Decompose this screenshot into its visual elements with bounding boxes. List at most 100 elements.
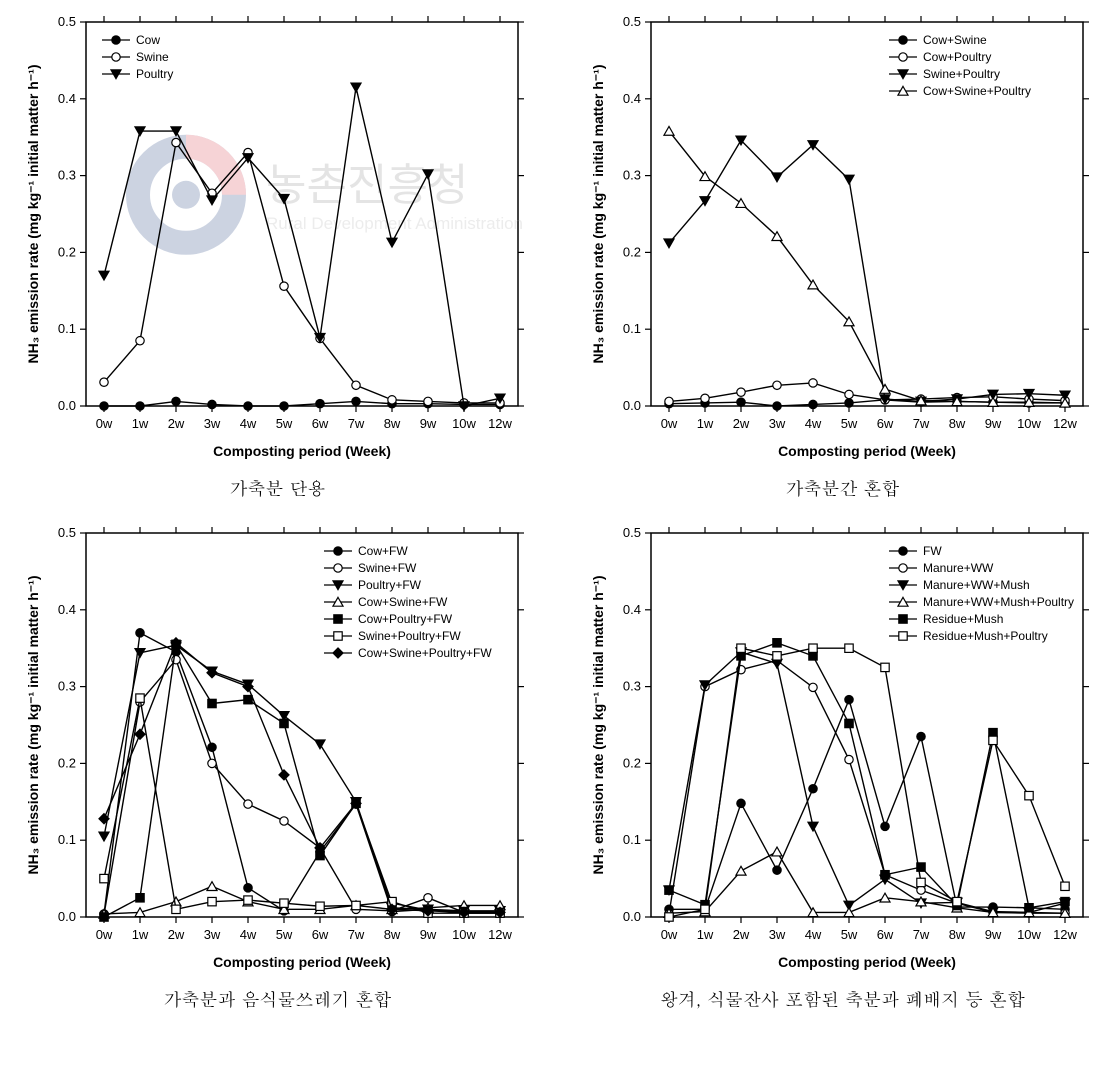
y-axis-label: NH₃ emission rate (mg kg⁻¹ initial matte…: [590, 65, 606, 364]
series-line: [669, 643, 1065, 908]
legend-label: Cow+Swine+FW: [358, 595, 448, 609]
chart-svg: 0.00.10.20.30.40.50w1w2w3w4w5w6w7w8w9w10…: [583, 521, 1100, 981]
ytick-label: 0.4: [57, 602, 75, 617]
xtick-label: 3w: [768, 416, 785, 431]
xtick-label: 3w: [768, 927, 785, 942]
series-line: [104, 643, 500, 913]
chart-svg: 0.00.10.20.30.40.50w1w2w3w4w5w6w7w8w9w10…: [18, 521, 538, 981]
xtick-label: 3w: [203, 927, 220, 942]
series-line: [669, 140, 1065, 401]
xtick-label: 0w: [95, 927, 112, 942]
x-axis-label: Composting period (Week): [213, 954, 391, 970]
xtick-label: 9w: [419, 927, 436, 942]
xtick-label: 12w: [488, 927, 512, 942]
legend-label: Manure+WW+Mush: [923, 578, 1030, 592]
ytick-label: 0.5: [622, 14, 640, 29]
x-axis-label: Composting period (Week): [778, 443, 956, 459]
legend: Cow+SwineCow+PoultrySwine+PoultryCow+Swi…: [889, 33, 1031, 98]
xtick-label: 1w: [696, 927, 713, 942]
ytick-label: 0.5: [622, 525, 640, 540]
series-line: [669, 131, 1065, 403]
panel-caption: 왕겨, 식물잔사 포함된 축분과 폐배지 등 혼합: [660, 987, 1025, 1012]
xtick-label: 3w: [203, 416, 220, 431]
legend-label: Cow+FW: [358, 544, 408, 558]
ytick-label: 0.0: [622, 909, 640, 924]
xtick-label: 1w: [131, 927, 148, 942]
legend-label: Cow+Poultry: [923, 50, 991, 64]
ytick-label: 0.1: [57, 832, 75, 847]
ytick-label: 0.3: [57, 168, 75, 183]
ytick-label: 0.0: [622, 398, 640, 413]
legend-label: Swine+FW: [358, 561, 417, 575]
xtick-label: 5w: [840, 416, 857, 431]
ytick-label: 0.1: [622, 321, 640, 336]
series-line: [669, 652, 1065, 912]
xtick-label: 4w: [239, 416, 256, 431]
chart-svg: 농촌진흥청Rural Development Administration0.0…: [18, 10, 538, 470]
legend-label: Residue+Mush: [923, 612, 1003, 626]
xtick-label: 1w: [131, 416, 148, 431]
ytick-label: 0.5: [57, 14, 75, 29]
xtick-label: 1w: [696, 416, 713, 431]
xtick-label: 9w: [984, 927, 1001, 942]
ytick-label: 0.1: [57, 321, 75, 336]
xtick-label: 7w: [912, 927, 929, 942]
watermark-kr: 농촌진흥청: [266, 161, 468, 210]
ytick-label: 0.1: [622, 832, 640, 847]
xtick-label: 9w: [984, 416, 1001, 431]
series-line: [669, 700, 1065, 910]
x-axis-label: Composting period (Week): [778, 954, 956, 970]
xtick-label: 12w: [488, 416, 512, 431]
legend-label: Cow+Swine+Poultry+FW: [358, 646, 492, 660]
xtick-label: 0w: [660, 416, 677, 431]
legend: Cow+FW Swine+FW Poultry+FW Cow+Swine+FW Cow+…: [324, 544, 492, 660]
xtick-label: 5w: [275, 927, 292, 942]
series-line: [669, 660, 1065, 913]
xtick-label: 2w: [732, 416, 749, 431]
xtick-label: 4w: [804, 416, 821, 431]
xtick-label: 8w: [383, 416, 400, 431]
xtick-label: 6w: [311, 416, 328, 431]
chart-svg: 0.00.10.20.30.40.50w1w2w3w4w5w6w7w8w9w10…: [583, 10, 1100, 470]
ytick-label: 0.0: [57, 909, 75, 924]
chart-panel: 0.00.10.20.30.40.50w1w2w3w4w5w6w7w8w9w10…: [575, 10, 1100, 501]
legend-label: Manure+WW+Mush+Poultry: [923, 595, 1074, 609]
ytick-label: 0.2: [622, 244, 640, 259]
xtick-label: 10w: [452, 416, 476, 431]
series-line: [104, 644, 500, 917]
xtick-label: 9w: [419, 416, 436, 431]
series-line: [104, 645, 500, 911]
xtick-label: 2w: [732, 927, 749, 942]
panel-caption: 가축분과 음식물쓰레기 혼합: [164, 987, 392, 1012]
legend-label: Swine+Poultry+FW: [358, 629, 461, 643]
xtick-label: 12w: [1053, 416, 1077, 431]
ytick-label: 0.2: [57, 244, 75, 259]
xtick-label: 6w: [876, 416, 893, 431]
legend-label: Swine+Poultry: [923, 67, 1000, 81]
xtick-label: 0w: [660, 927, 677, 942]
legend-label: Poultry: [136, 67, 173, 81]
ytick-label: 0.3: [57, 679, 75, 694]
xtick-label: 8w: [948, 927, 965, 942]
watermark-en: Rural Development Administration: [266, 214, 523, 233]
plot-frame: [86, 533, 518, 917]
xtick-label: 5w: [840, 927, 857, 942]
watermark: 농촌진흥청 Rural Development Administration: [138, 147, 523, 243]
xtick-label: 10w: [452, 927, 476, 942]
series-line: [669, 400, 1065, 406]
xtick-label: 6w: [311, 927, 328, 942]
panel-caption: 가축분 단용: [230, 476, 326, 501]
legend: CowSwinePoultry: [102, 33, 173, 81]
y-axis-label: NH₃ emission rate (mg kg⁻¹ initial matte…: [25, 65, 41, 364]
xtick-label: 4w: [804, 927, 821, 942]
xtick-label: 4w: [239, 927, 256, 942]
ytick-label: 0.2: [622, 755, 640, 770]
ytick-label: 0.3: [622, 679, 640, 694]
legend-label: Manure+WW: [923, 561, 994, 575]
legend-label: Swine: [136, 50, 169, 64]
ytick-label: 0.3: [622, 168, 640, 183]
legend: FWManure+WWManure+WW+MushManure+WW+Mush+…: [889, 544, 1074, 643]
xtick-label: 12w: [1053, 927, 1077, 942]
chart-panel: 0.00.10.20.30.40.50w1w2w3w4w5w6w7w8w9w10…: [575, 521, 1100, 1012]
legend-label: Poultry+FW: [358, 578, 422, 592]
